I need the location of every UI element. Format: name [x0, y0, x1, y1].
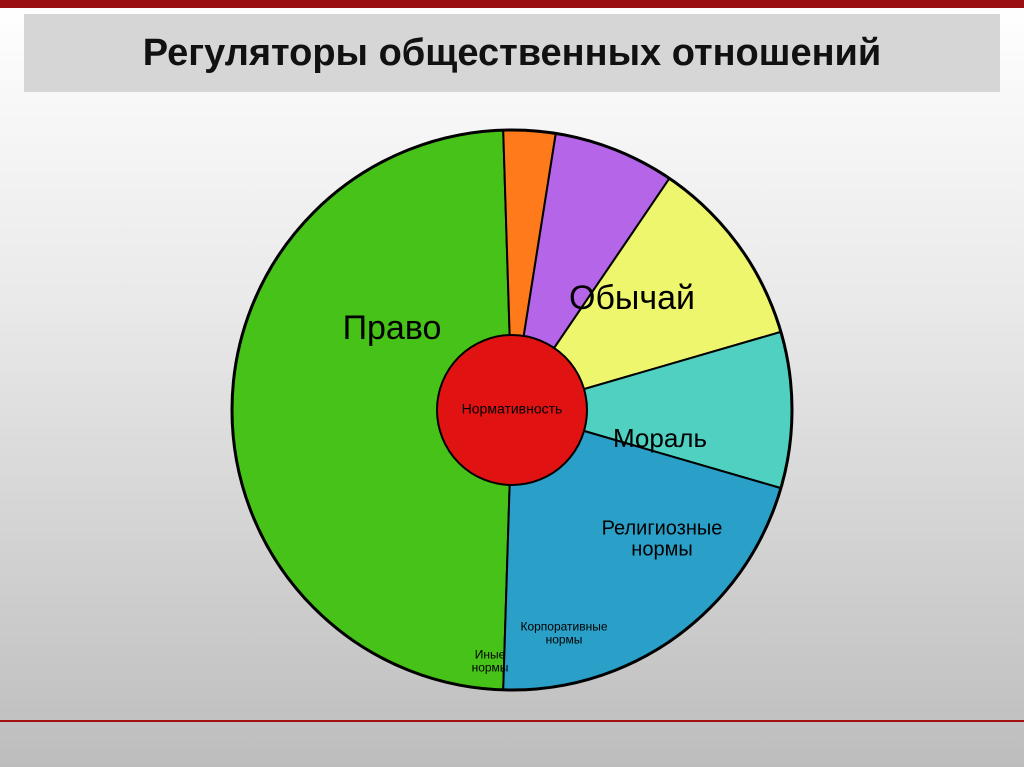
pie-slice-label: Мораль — [613, 423, 707, 453]
pie-slice-label: Иныенормы — [472, 648, 509, 675]
pie-slice-label: Право — [343, 309, 442, 347]
page-title: Регуляторы общественных отношений — [143, 32, 882, 75]
bottom-rule — [0, 720, 1024, 722]
pie-slice-label: Обычай — [569, 279, 695, 317]
pie-chart-container: НормативностьПравоИныенормыКорпоративные… — [0, 100, 1024, 720]
center-circle-label: Нормативность — [462, 401, 563, 417]
top-accent-bar — [0, 0, 1024, 8]
pie-chart: НормативностьПравоИныенормыКорпоративные… — [212, 110, 812, 710]
title-band: Регуляторы общественных отношений — [24, 14, 1000, 92]
